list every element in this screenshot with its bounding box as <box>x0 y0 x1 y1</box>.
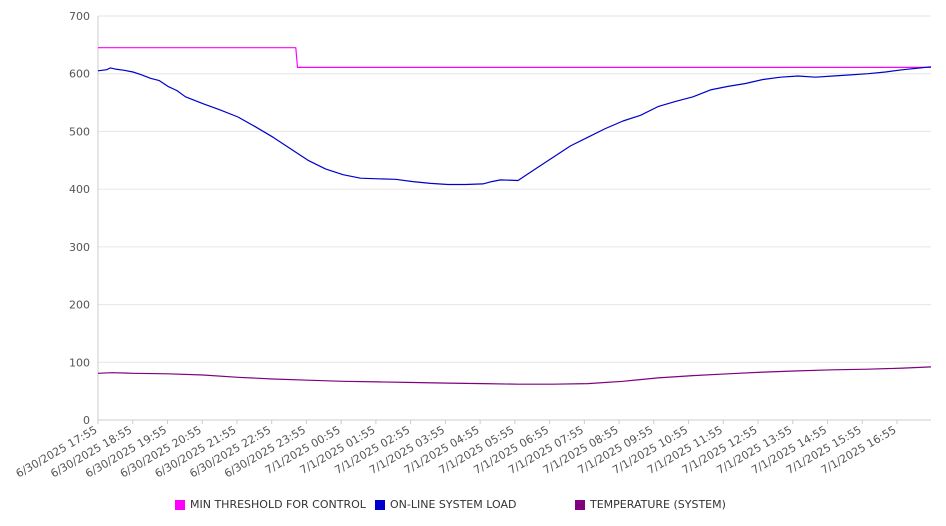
series-line-1 <box>97 66 932 186</box>
y-tick-label: 0 <box>83 414 90 427</box>
legend-swatch-temperature <box>575 499 585 510</box>
legend: MIN THRESHOLD FOR CONTROL ON-LINE SYSTEM… <box>0 498 946 514</box>
y-axis-ticks: 0 100 200 300 400 500 600 700 <box>69 10 90 427</box>
y-tick-label: 500 <box>69 125 90 138</box>
legend-label-min-threshold: MIN THRESHOLD FOR CONTROL <box>190 498 366 511</box>
y-tick-label: 600 <box>69 68 90 81</box>
series-lines <box>97 47 932 385</box>
series-line-0 <box>98 47 931 69</box>
x-axis-ticks: 6/30/2025 17:556/30/2025 18:556/30/2025 … <box>14 420 899 480</box>
y-tick-label: 700 <box>69 10 90 23</box>
y-tick-label: 300 <box>69 241 90 254</box>
legend-swatch-system-load <box>375 499 385 510</box>
legend-item-temperature[interactable]: TEMPERATURE (SYSTEM) <box>575 498 726 511</box>
legend-item-min-threshold[interactable]: MIN THRESHOLD FOR CONTROL <box>175 498 366 511</box>
legend-label-temperature: TEMPERATURE (SYSTEM) <box>590 498 726 511</box>
legend-item-system-load[interactable]: ON-LINE SYSTEM LOAD <box>375 498 516 511</box>
series-line-2 <box>97 366 932 385</box>
legend-swatch-min-threshold <box>175 499 185 510</box>
y-tick-label: 200 <box>69 299 90 312</box>
grid-lines <box>98 15 931 363</box>
y-tick-label: 400 <box>69 183 90 196</box>
legend-label-system-load: ON-LINE SYSTEM LOAD <box>390 498 517 511</box>
y-tick-label: 100 <box>69 356 90 369</box>
